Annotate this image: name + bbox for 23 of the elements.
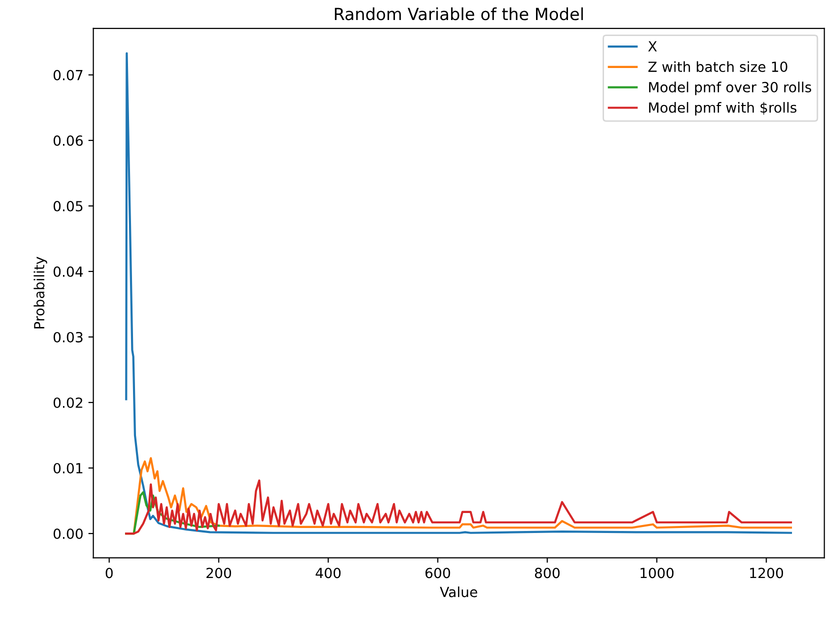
- x-axis-title: Value: [440, 586, 478, 598]
- y-tick-label: 0.05: [54, 200, 82, 212]
- x-tick-label: 800: [534, 568, 560, 578]
- x-tick-label: 1200: [750, 568, 784, 578]
- y-tick-label: 0.00: [54, 528, 83, 539]
- y-tick-label: 0.03: [54, 332, 83, 342]
- y-tick-label: 0.06: [54, 135, 83, 146]
- y-tick-label: 0.02: [54, 397, 82, 408]
- y-axis-title: Probability: [34, 256, 48, 328]
- line-series: [125, 479, 792, 535]
- chart-title: Random Variable of the Model: [334, 7, 583, 20]
- x-tick-label: 1000: [640, 568, 674, 578]
- y-tick-label: 0.01: [54, 462, 82, 474]
- x-tick-label: 400: [316, 568, 341, 578]
- y-tick-label: 0.04: [54, 266, 83, 277]
- x-tick-label: 600: [425, 568, 450, 578]
- legend-label: X: [648, 41, 657, 52]
- x-tick-label: 200: [206, 568, 232, 578]
- legend-label: Model pmf with $rolls: [649, 102, 796, 116]
- legend-label: Z with batch size 10: [648, 61, 788, 72]
- legend-label: Model pmf over 30 rolls: [649, 82, 812, 96]
- y-tick-label: 0.07: [54, 70, 82, 80]
- x-tick-label: 0: [106, 568, 113, 578]
